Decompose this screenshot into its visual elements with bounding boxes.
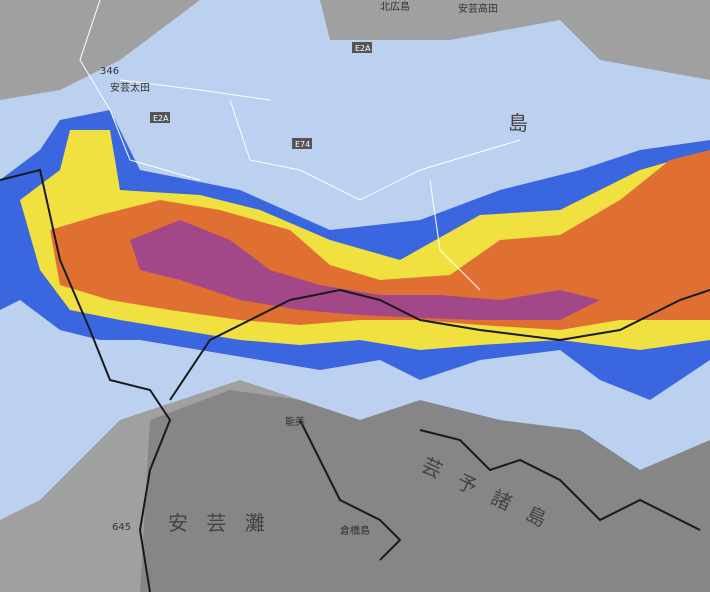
road-label: E2A [153, 114, 169, 123]
boundary [79, 0, 521, 291]
place-label: 北広島 [380, 0, 410, 13]
road-label: E2A [355, 44, 371, 53]
road-shield [150, 112, 170, 123]
place-label: 能美 [285, 415, 305, 428]
road-shield [292, 138, 312, 149]
place-label: 安芸太田 [110, 81, 150, 94]
road-label: E74 [295, 140, 310, 149]
sea-label: 安 芸 灘 [168, 511, 271, 535]
sea [140, 390, 710, 592]
radar-purple [130, 220, 600, 320]
place-label: 安芸高田 [458, 2, 498, 15]
place-label: 島 [508, 111, 534, 135]
route-label: 346 [100, 66, 119, 77]
coastline [0, 168, 710, 592]
road-shield [352, 42, 372, 53]
route-label: 645 [112, 522, 131, 533]
place-label: 倉橋島 [340, 524, 370, 537]
